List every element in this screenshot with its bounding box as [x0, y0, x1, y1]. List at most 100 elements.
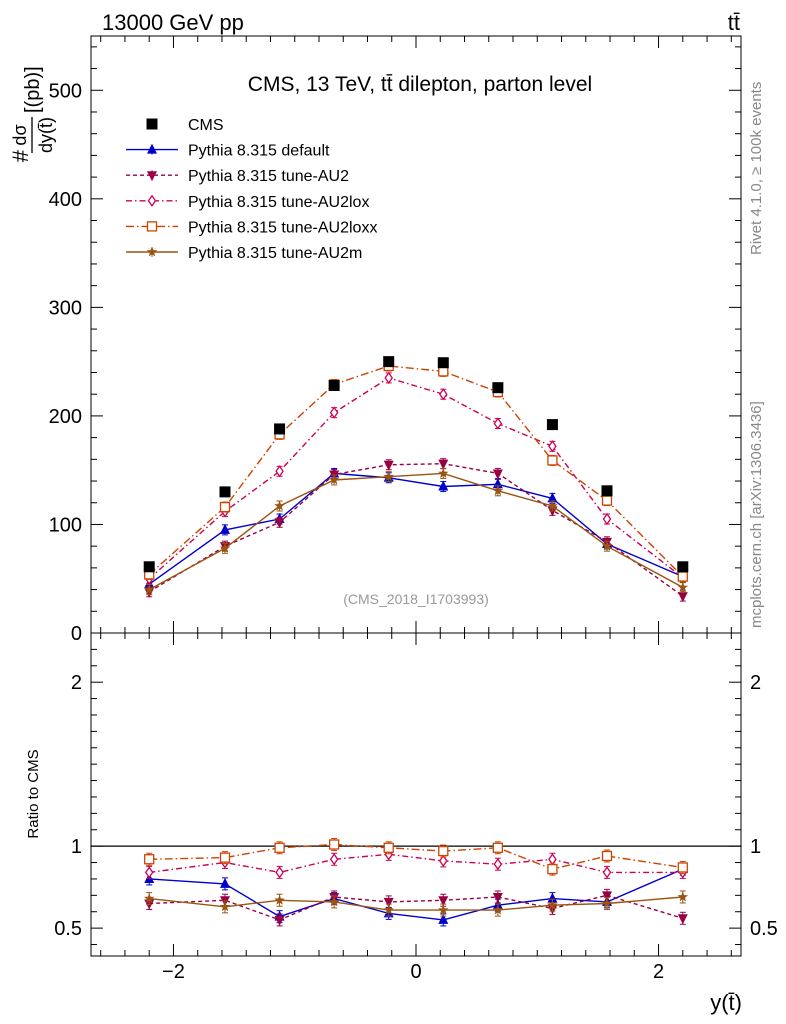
chart-title: CMS, 13 TeV, tt̄ dilepton, parton level: [248, 73, 592, 96]
series-point: [274, 518, 285, 529]
series-ratio-point: [492, 904, 504, 915]
y-tick-label: 0: [71, 623, 82, 645]
series-point: [547, 500, 558, 511]
series-ratio-point: [601, 891, 612, 902]
series-ratio-point: [601, 898, 613, 908]
series-ratio-point: [438, 904, 449, 915]
series-point: [220, 523, 231, 534]
series-line: [148, 377, 684, 580]
y-label-units: [(pb)]: [22, 66, 44, 113]
ratio-tick-label: 2: [71, 672, 82, 694]
ratio-tick-label: 0.5: [54, 918, 82, 940]
series-ratio-point: [144, 854, 155, 865]
y-label-hash: #: [8, 149, 33, 162]
series-ratio-point: [547, 892, 558, 903]
series-point: [329, 406, 339, 419]
series-line: [148, 472, 684, 591]
series-point: [677, 581, 688, 592]
cms-data-point: [601, 485, 613, 497]
series-line: [148, 472, 684, 585]
series-ratio-point: [677, 862, 688, 873]
series-point: [275, 465, 284, 478]
analysis-id: (CMS_2018_I1703993): [343, 591, 489, 607]
series-ratio-line: [149, 896, 683, 911]
series-point: [547, 455, 558, 466]
series-point: [548, 440, 557, 453]
series-4: [144, 467, 688, 917]
x-axis-label: y(t̄): [710, 990, 742, 1015]
cms-data-layer: [143, 356, 689, 573]
legend-label: Pythia 8.315 tune-AU2loxx: [188, 219, 377, 236]
series-ratio-point: [383, 897, 394, 908]
series-ratio-point: [438, 896, 449, 907]
ratio-tick-label-right: 2: [750, 672, 761, 694]
series-point: [219, 542, 231, 553]
x-tick-label: 0: [410, 961, 421, 983]
y-tick-label: 300: [49, 297, 82, 319]
series-point: [438, 480, 449, 491]
series-point: [677, 571, 688, 582]
series-ratio-point: [275, 866, 284, 879]
series-ratio-point: [601, 850, 613, 862]
legend-label: Pythia 8.315 tune-AU2lox: [188, 194, 369, 211]
series-ratio-point: [493, 858, 503, 871]
y-label-numerator: dσ: [10, 124, 30, 145]
series-point: [384, 371, 394, 385]
legend-label: CMS: [188, 117, 224, 134]
series-point: [274, 500, 285, 511]
ratio-tick-label-right: 1: [750, 836, 761, 858]
legend-marker: [146, 221, 158, 232]
series-ratio-point: [547, 899, 558, 910]
series-point: [438, 388, 448, 401]
legend-marker: [146, 118, 158, 130]
legend-entry: Pythia 8.315 default: [126, 143, 330, 160]
y-tick-label: 200: [49, 406, 82, 428]
series-ratio-line: [149, 843, 683, 870]
cms-data-point: [437, 357, 449, 369]
series-ratio-point: [492, 842, 504, 853]
legend-entry: Pythia 8.315 tune-AU2m: [126, 245, 362, 262]
series-ratio-point: [219, 852, 231, 863]
legend-label: Pythia 8.315 tune-AU2m: [188, 245, 362, 262]
series-ratio-point: [274, 842, 285, 853]
legend-entry: Pythia 8.315 tune-AU2lox: [126, 194, 369, 211]
x-tick-label: 2: [653, 961, 664, 983]
rivet-version-label: Rivet 4.1.0, ≥ 100k events: [748, 82, 765, 255]
legend: CMS Pythia 8.315 default Pythia 8.315 tune…: [126, 117, 377, 262]
series-ratio-point: [328, 896, 340, 907]
cms-data-point: [219, 486, 231, 498]
process-label: tt̄: [728, 10, 740, 35]
legend-label: Pythia 8.315 tune-AU2: [188, 168, 349, 185]
series-line: [148, 462, 684, 597]
ratio-plot-frame: [90, 632, 742, 957]
y-axis-label: # dσ dy(t̄) [(pb)]: [8, 66, 56, 162]
cms-data-point: [492, 382, 504, 394]
series-point: [328, 474, 340, 485]
y-label-denominator: dy(t̄): [36, 117, 56, 153]
energy-label: 13000 GeV pp: [102, 10, 244, 35]
legend-marker: [146, 246, 158, 257]
series-ratio-point: [602, 866, 612, 879]
series-point: [492, 469, 503, 480]
legend-label: Pythia 8.315 default: [188, 143, 330, 160]
series-point: [602, 512, 612, 526]
legend-marker: [147, 171, 157, 182]
mcplots-label: mcplots.cern.ch [arXiv:1306.3436]: [748, 401, 765, 628]
series-ratio-point: [438, 913, 449, 924]
series-ratio-point: [328, 839, 340, 850]
series-point: [492, 485, 504, 496]
y-tick-label: 500: [49, 80, 82, 102]
y-tick-label: 400: [49, 189, 82, 211]
series-point: [219, 501, 231, 513]
series-point: [547, 492, 558, 503]
series-point: [438, 459, 449, 470]
series-ratio-point: [329, 853, 339, 866]
series-ratio-point: [492, 892, 503, 903]
series-ratio-point: [677, 891, 688, 902]
cms-data-point: [383, 356, 395, 368]
legend-marker: [147, 143, 157, 154]
x-tick-label: −2: [162, 961, 185, 983]
legend-entry: Pythia 8.315 tune-AU2: [126, 168, 349, 185]
series-point: [601, 495, 613, 506]
